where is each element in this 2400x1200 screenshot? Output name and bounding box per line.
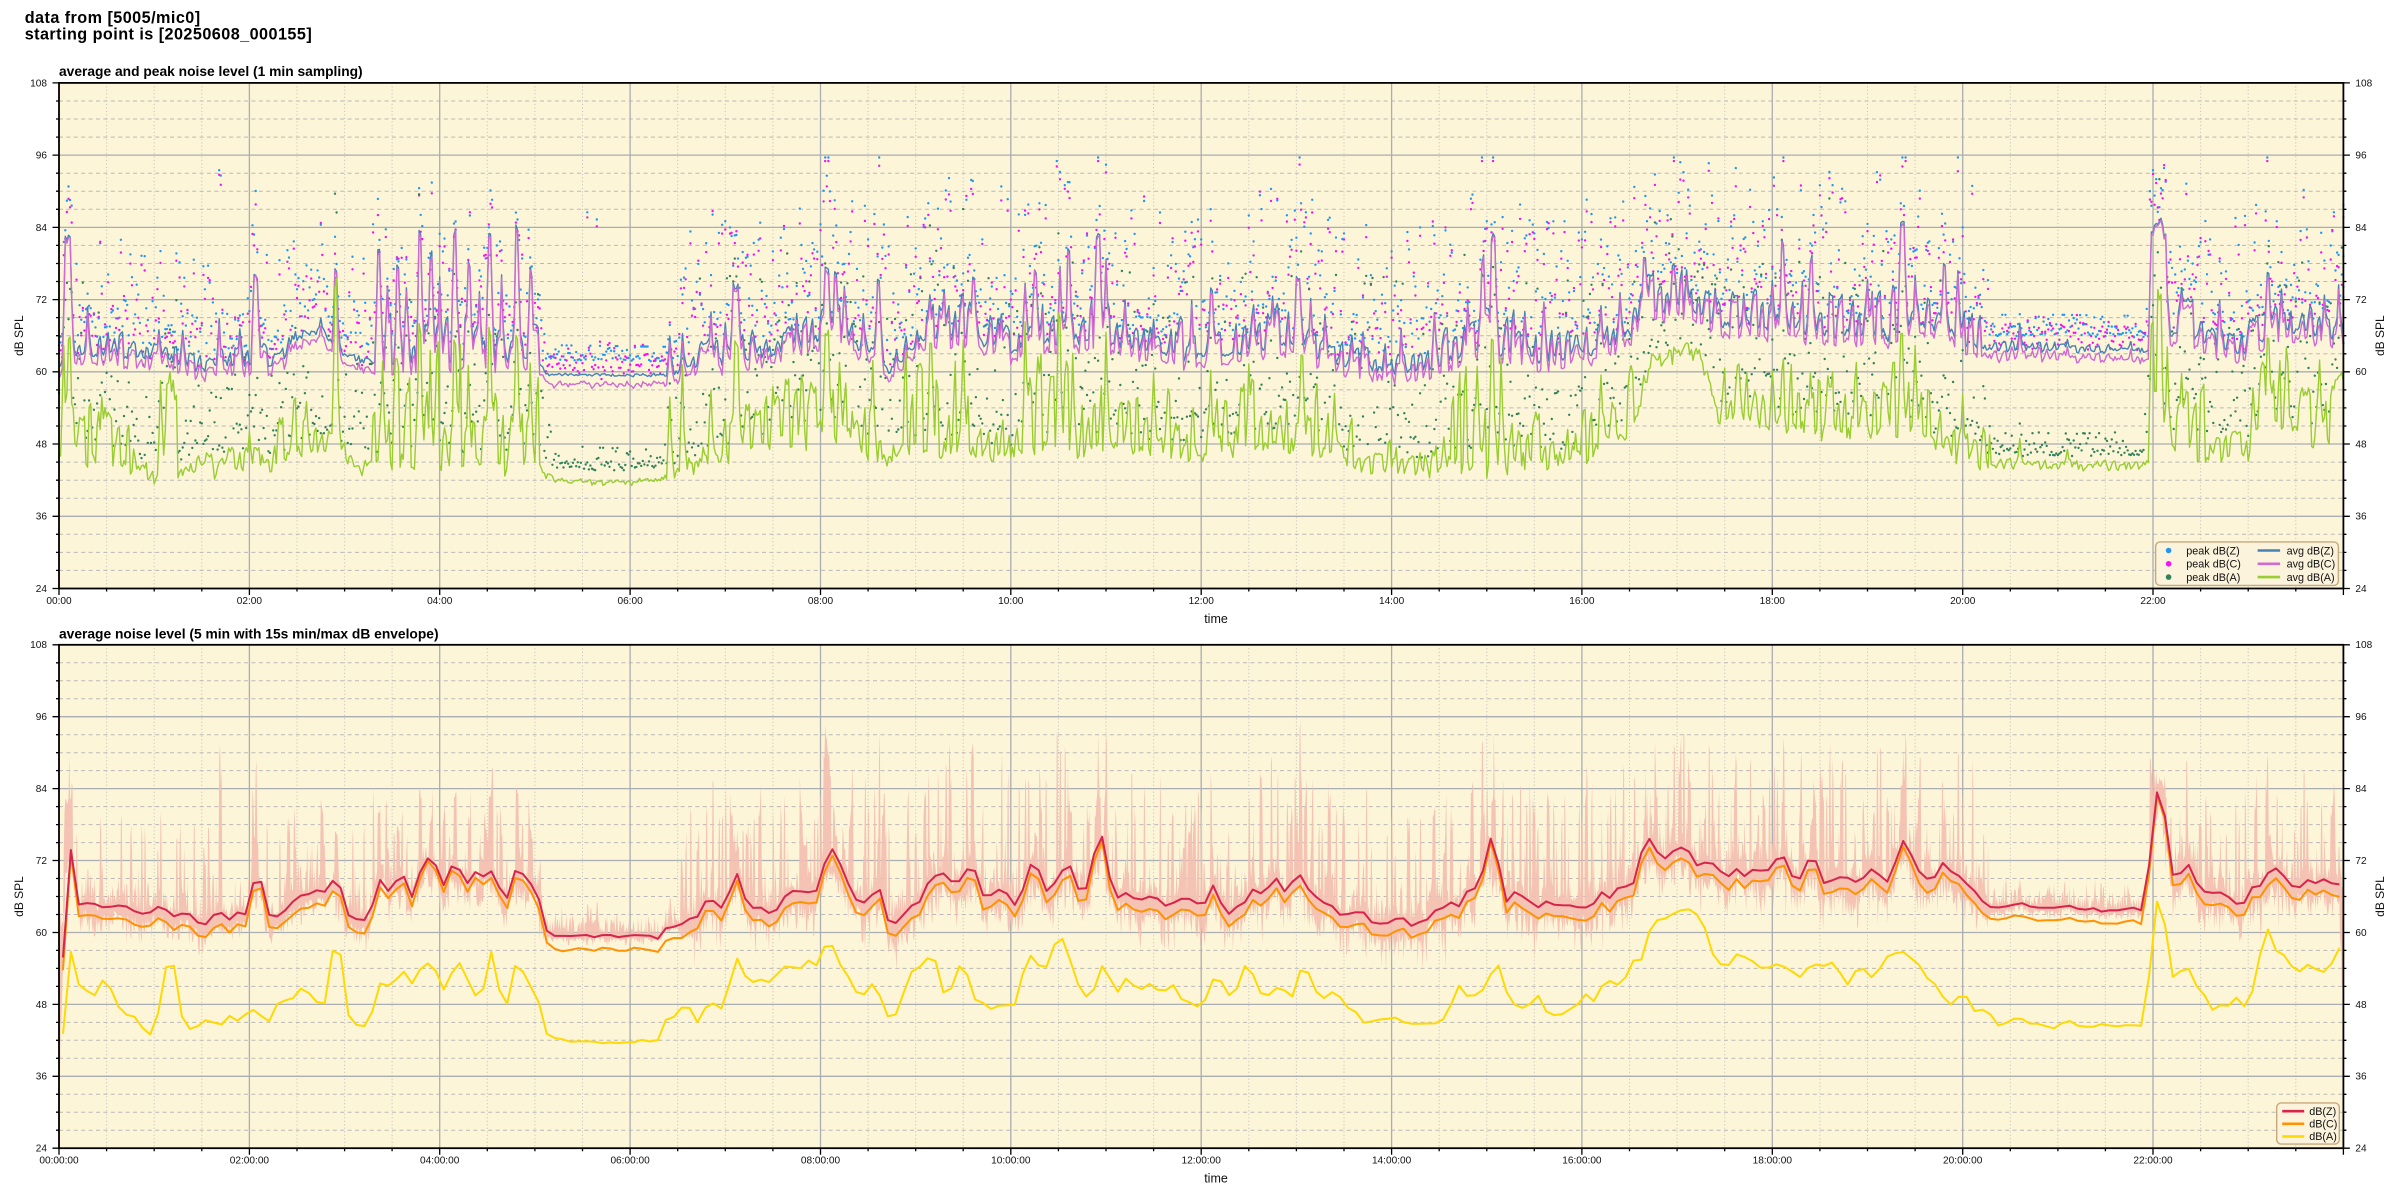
- svg-text:96: 96: [36, 151, 48, 162]
- svg-text:108: 108: [30, 640, 47, 651]
- svg-text:04:00: 04:00: [427, 596, 453, 607]
- svg-text:36: 36: [2355, 512, 2367, 523]
- svg-text:dB(C): dB(C): [2309, 1119, 2337, 1131]
- svg-text:dB(Z): dB(Z): [2309, 1106, 2336, 1118]
- svg-text:108: 108: [2355, 78, 2372, 89]
- svg-text:time: time: [1204, 612, 1228, 626]
- svg-text:starting point is [20250608_00: starting point is [20250608_000155]: [25, 26, 312, 44]
- svg-text:36: 36: [2355, 1072, 2367, 1083]
- svg-text:avg dB(C): avg dB(C): [2287, 559, 2336, 571]
- svg-text:36: 36: [36, 1072, 48, 1083]
- svg-text:48: 48: [2355, 439, 2367, 450]
- svg-text:average noise level (5 min wit: average noise level (5 min with 15s min/…: [59, 627, 439, 642]
- svg-text:avg dB(Z): avg dB(Z): [2287, 545, 2334, 557]
- svg-text:24: 24: [36, 584, 48, 595]
- svg-text:10:00: 10:00: [998, 596, 1024, 607]
- svg-text:14:00: 14:00: [1379, 596, 1405, 607]
- svg-text:peak dB(Z): peak dB(Z): [2186, 545, 2239, 557]
- svg-text:72: 72: [36, 295, 48, 306]
- svg-text:60: 60: [2355, 367, 2367, 378]
- svg-text:60: 60: [36, 367, 48, 378]
- svg-text:20:00: 20:00: [1950, 596, 1976, 607]
- svg-text:12:00: 12:00: [1189, 596, 1215, 607]
- svg-text:peak dB(C): peak dB(C): [2186, 559, 2241, 571]
- svg-text:84: 84: [36, 784, 48, 795]
- svg-text:14:00:00: 14:00:00: [1372, 1156, 1412, 1167]
- svg-text:72: 72: [36, 856, 48, 867]
- svg-text:time: time: [1204, 1172, 1228, 1186]
- svg-text:average and peak noise level (: average and peak noise level (1 min samp…: [59, 64, 363, 79]
- svg-text:24: 24: [2355, 1144, 2367, 1155]
- svg-text:dB SPL: dB SPL: [12, 315, 26, 356]
- svg-text:dB SPL: dB SPL: [12, 876, 26, 917]
- svg-text:08:00: 08:00: [808, 596, 834, 607]
- svg-text:06:00: 06:00: [617, 596, 643, 607]
- svg-text:96: 96: [36, 712, 48, 723]
- svg-text:36: 36: [36, 512, 48, 523]
- svg-text:peak dB(A): peak dB(A): [2186, 572, 2240, 584]
- svg-text:108: 108: [30, 78, 47, 89]
- svg-text:84: 84: [2355, 784, 2367, 795]
- svg-text:22:00:00: 22:00:00: [2133, 1156, 2173, 1167]
- svg-text:16:00:00: 16:00:00: [1562, 1156, 1602, 1167]
- svg-text:48: 48: [36, 439, 48, 450]
- svg-text:dB(A): dB(A): [2309, 1131, 2337, 1143]
- svg-text:22:00: 22:00: [2140, 596, 2166, 607]
- svg-text:72: 72: [2355, 856, 2367, 867]
- svg-text:00:00:00: 00:00:00: [39, 1156, 79, 1167]
- svg-text:96: 96: [2355, 151, 2367, 162]
- svg-text:48: 48: [2355, 1000, 2367, 1011]
- svg-text:96: 96: [2355, 712, 2367, 723]
- svg-text:dB SPL: dB SPL: [2373, 876, 2387, 917]
- svg-text:data from [5005/mic0]: data from [5005/mic0]: [25, 9, 201, 27]
- svg-text:06:00:00: 06:00:00: [610, 1156, 650, 1167]
- svg-text:00:00: 00:00: [46, 596, 72, 607]
- svg-text:12:00:00: 12:00:00: [1182, 1156, 1222, 1167]
- svg-text:60: 60: [36, 928, 48, 939]
- svg-text:16:00: 16:00: [1569, 596, 1595, 607]
- svg-text:18:00:00: 18:00:00: [1753, 1156, 1793, 1167]
- svg-text:10:00:00: 10:00:00: [991, 1156, 1031, 1167]
- svg-text:24: 24: [36, 1144, 48, 1155]
- svg-text:20:00:00: 20:00:00: [1943, 1156, 1983, 1167]
- svg-text:avg dB(A): avg dB(A): [2287, 572, 2335, 584]
- svg-text:02:00:00: 02:00:00: [230, 1156, 270, 1167]
- svg-text:48: 48: [36, 1000, 48, 1011]
- svg-text:04:00:00: 04:00:00: [420, 1156, 460, 1167]
- svg-text:18:00: 18:00: [1760, 596, 1786, 607]
- svg-text:84: 84: [36, 223, 48, 234]
- svg-text:84: 84: [2355, 223, 2367, 234]
- svg-text:108: 108: [2355, 640, 2372, 651]
- svg-text:72: 72: [2355, 295, 2367, 306]
- svg-text:dB SPL: dB SPL: [2373, 315, 2387, 356]
- svg-text:02:00: 02:00: [237, 596, 263, 607]
- svg-text:08:00:00: 08:00:00: [801, 1156, 841, 1167]
- svg-text:24: 24: [2355, 584, 2367, 595]
- svg-text:60: 60: [2355, 928, 2367, 939]
